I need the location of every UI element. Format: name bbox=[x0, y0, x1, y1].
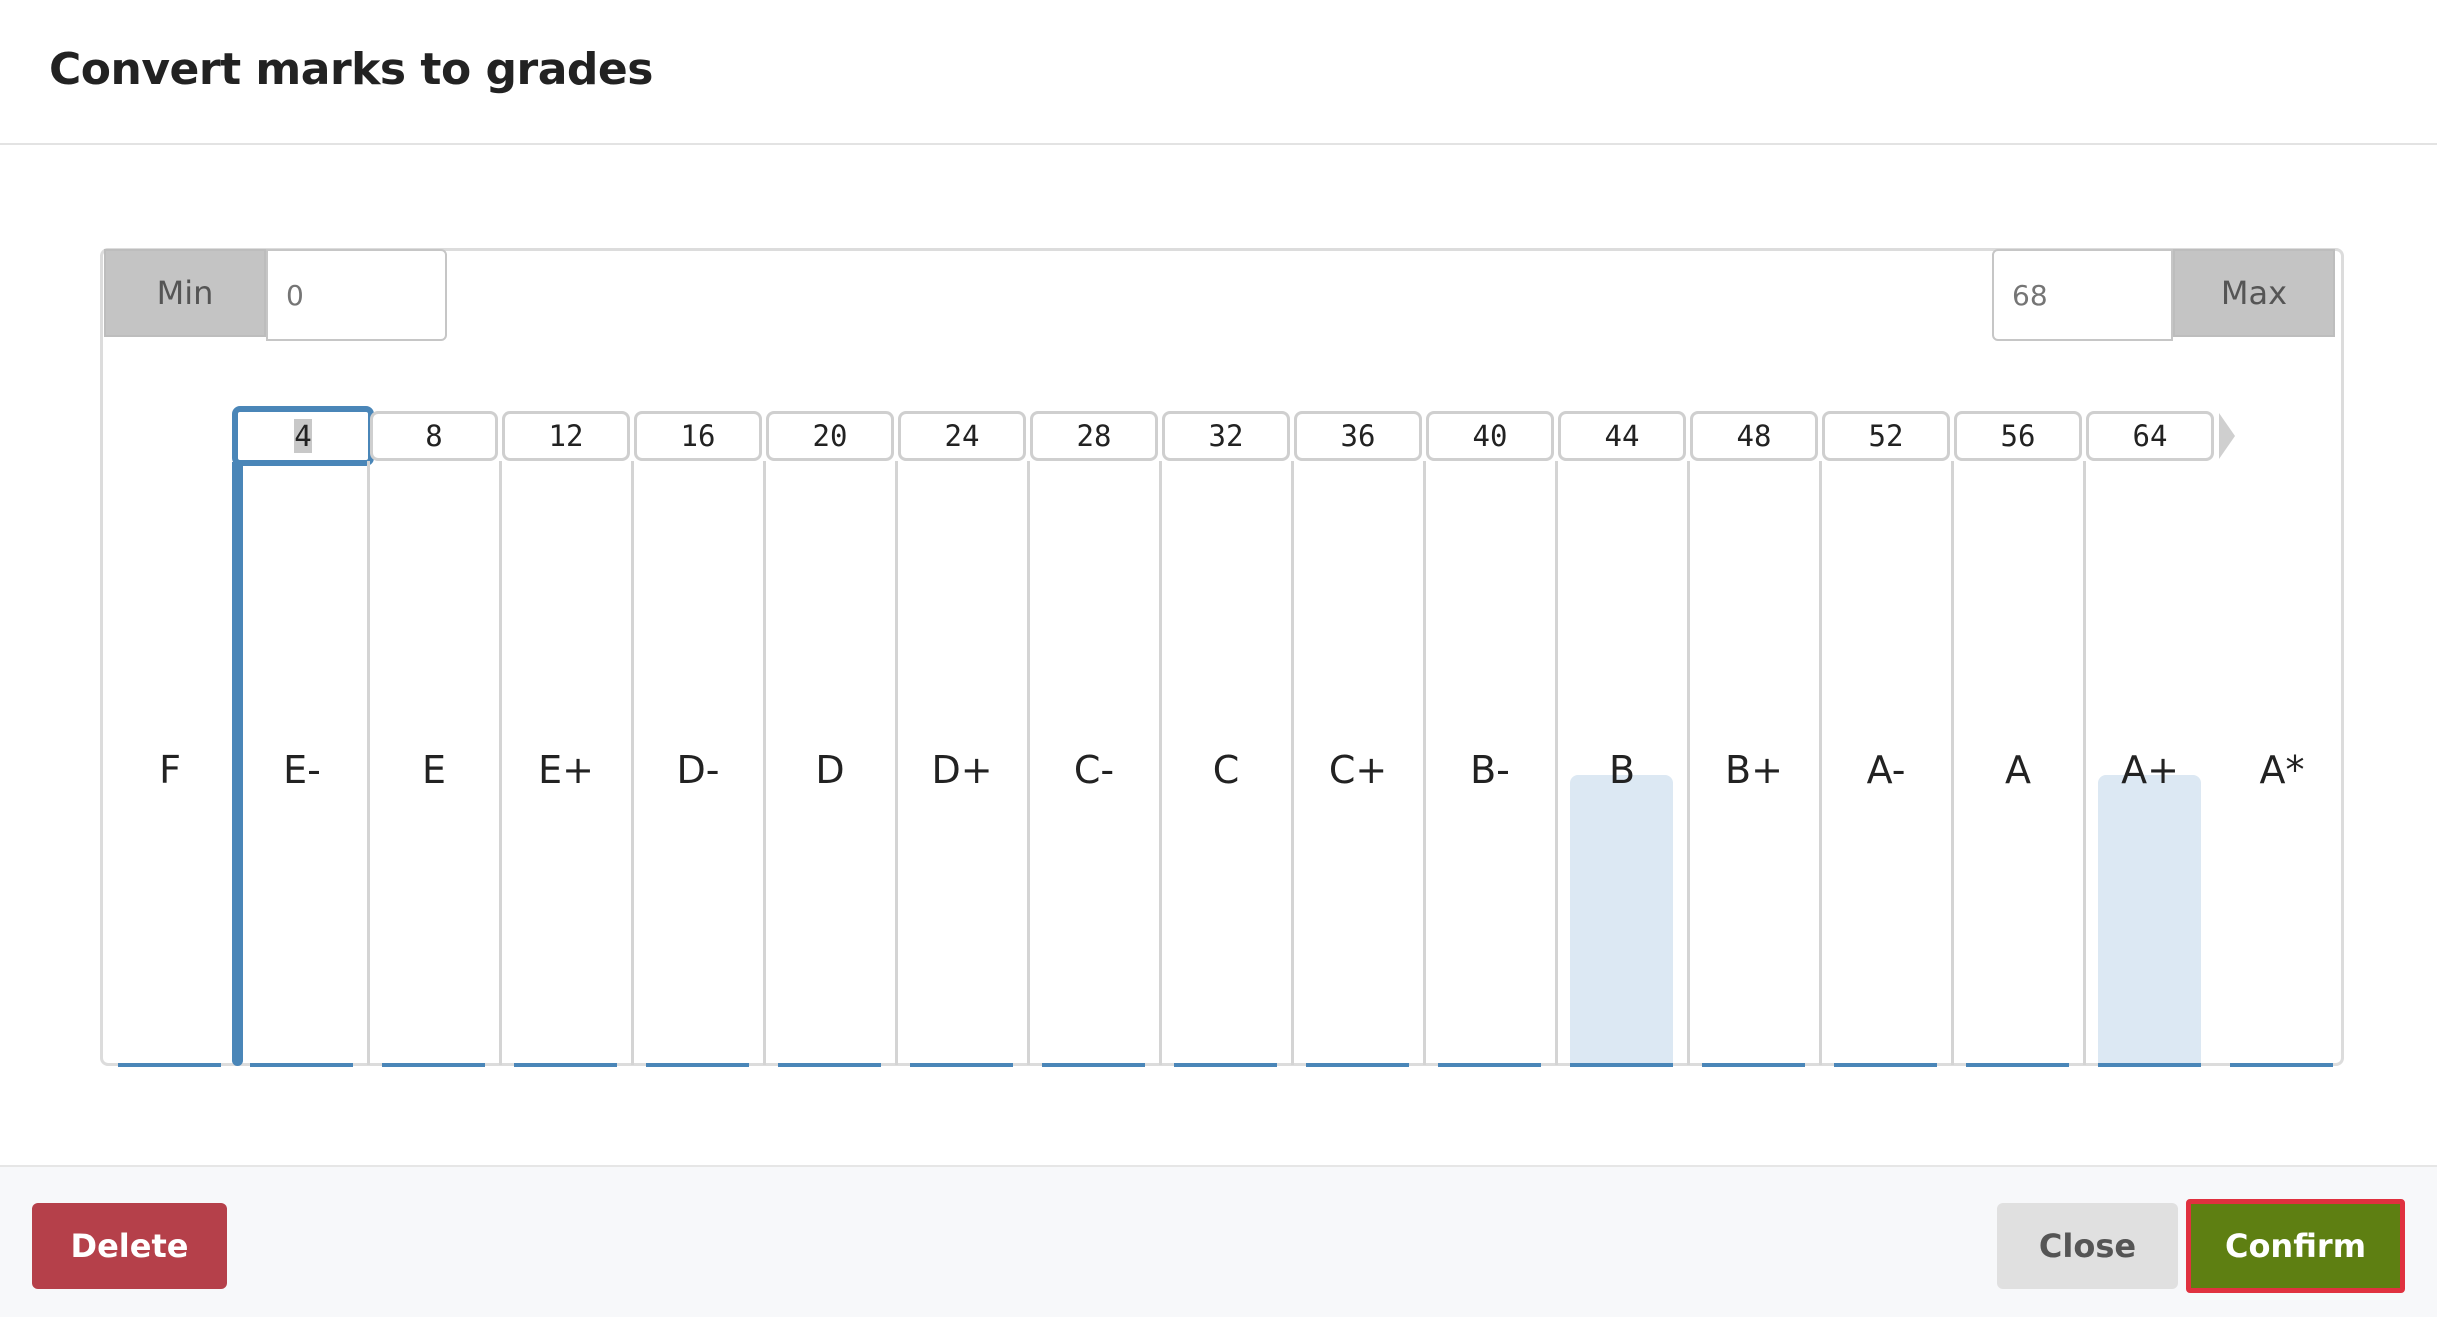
boundary-mark-input[interactable]: 52 bbox=[1822, 411, 1950, 461]
grade-band-underline bbox=[1834, 1063, 1937, 1067]
max-range: Max bbox=[1992, 249, 2335, 341]
grade-label: C- bbox=[1073, 748, 1115, 792]
grade-band-underline bbox=[2098, 1063, 2201, 1067]
grade-label: D- bbox=[676, 748, 720, 792]
grade-label: C bbox=[1212, 748, 1240, 792]
boundary-mark-input[interactable]: 44 bbox=[1558, 411, 1686, 461]
boundary-handle[interactable] bbox=[1687, 461, 1690, 1065]
boundary-mark-input[interactable]: 48 bbox=[1690, 411, 1818, 461]
boundary-mark-value: 4 bbox=[294, 419, 312, 453]
boundary-mark-input[interactable]: 40 bbox=[1426, 411, 1554, 461]
boundary-mark-value: 64 bbox=[2132, 419, 2168, 453]
boundary-handle[interactable] bbox=[1423, 461, 1426, 1065]
grade-label: E- bbox=[283, 748, 321, 792]
grade-band-highlight bbox=[2098, 775, 2201, 1065]
boundary-mark-input[interactable]: 32 bbox=[1162, 411, 1290, 461]
grade-label: A- bbox=[1866, 748, 1906, 792]
grade-band-underline bbox=[1966, 1063, 2069, 1067]
min-label: Min bbox=[104, 249, 266, 337]
boundary-handle[interactable] bbox=[1159, 461, 1162, 1065]
boundary-mark-value: 36 bbox=[1340, 419, 1376, 453]
boundary-handle[interactable] bbox=[1951, 461, 1954, 1065]
boundary-handle[interactable] bbox=[1819, 461, 1822, 1065]
grade-label: A+ bbox=[2121, 748, 2179, 792]
boundary-handle[interactable] bbox=[1291, 461, 1294, 1065]
boundary-mark-input[interactable]: 12 bbox=[502, 411, 630, 461]
boundary-mark-value: 40 bbox=[1472, 419, 1508, 453]
boundary-mark-value: 12 bbox=[548, 419, 584, 453]
boundary-mark-input[interactable]: 20 bbox=[766, 411, 894, 461]
boundary-mark-value: 24 bbox=[944, 419, 980, 453]
boundary-handle[interactable] bbox=[763, 461, 766, 1065]
dialog-header: Convert marks to grades bbox=[0, 0, 2437, 145]
grade-band-underline bbox=[1702, 1063, 1805, 1067]
boundary-handle[interactable] bbox=[2083, 461, 2086, 1065]
grade-band-underline bbox=[910, 1063, 1013, 1067]
grade-band-underline bbox=[118, 1063, 221, 1067]
boundary-handle[interactable] bbox=[1027, 461, 1030, 1065]
boundary-mark-value: 52 bbox=[1868, 419, 1904, 453]
boundary-mark-input[interactable]: 56 bbox=[1954, 411, 2082, 461]
grade-label: B- bbox=[1470, 748, 1510, 792]
boundary-mark-input[interactable]: 8 bbox=[370, 411, 498, 461]
grade-label: B bbox=[1608, 748, 1636, 792]
delete-button[interactable]: Delete bbox=[32, 1203, 227, 1289]
min-range: Min bbox=[104, 249, 447, 341]
grade-label: E+ bbox=[538, 748, 594, 792]
grade-label: A bbox=[2005, 748, 2031, 792]
boundary-mark-value: 56 bbox=[2000, 419, 2036, 453]
boundary-handle[interactable] bbox=[895, 461, 898, 1065]
grade-band-underline bbox=[1174, 1063, 1277, 1067]
grade-label: C+ bbox=[1328, 748, 1388, 792]
grade-label: D+ bbox=[931, 748, 993, 792]
boundary-handle[interactable] bbox=[232, 462, 243, 1066]
grade-band-underline bbox=[514, 1063, 617, 1067]
grade-label: E bbox=[421, 748, 446, 792]
boundary-mark-input[interactable]: 64 bbox=[2086, 411, 2214, 461]
boundary-mark-input[interactable]: 24 bbox=[898, 411, 1026, 461]
min-input[interactable] bbox=[266, 249, 447, 341]
grade-band-underline bbox=[1570, 1063, 1673, 1067]
grade-band-underline bbox=[250, 1063, 353, 1067]
grade-band-underline bbox=[382, 1063, 485, 1067]
grade-band-underline bbox=[646, 1063, 749, 1067]
close-button[interactable]: Close bbox=[1997, 1203, 2178, 1289]
grade-label: F bbox=[159, 748, 181, 792]
grade-band-underline bbox=[1438, 1063, 1541, 1067]
boundary-mark-value: 16 bbox=[680, 419, 716, 453]
boundary-mark-value: 44 bbox=[1604, 419, 1640, 453]
max-input[interactable] bbox=[1992, 249, 2173, 341]
boundary-handle[interactable] bbox=[631, 461, 634, 1065]
grade-band-highlight bbox=[1570, 775, 1673, 1065]
boundary-mark-value: 48 bbox=[1736, 419, 1772, 453]
boundary-mark-input[interactable]: 28 bbox=[1030, 411, 1158, 461]
grade-label: B+ bbox=[1725, 748, 1783, 792]
boundary-handle[interactable] bbox=[1555, 461, 1558, 1065]
grade-band-underline bbox=[1042, 1063, 1145, 1067]
grade-boundary-editor bbox=[100, 248, 2344, 1066]
dialog-title: Convert marks to grades bbox=[49, 44, 653, 95]
grade-band-underline bbox=[778, 1063, 881, 1067]
boundary-mark-value: 28 bbox=[1076, 419, 1112, 453]
grade-label: A* bbox=[2259, 748, 2305, 792]
boundary-mark-input[interactable]: 4 bbox=[232, 406, 374, 466]
boundary-mark-value: 8 bbox=[425, 419, 443, 453]
boundary-handle[interactable] bbox=[499, 461, 502, 1065]
grade-band-underline bbox=[2230, 1063, 2333, 1067]
boundary-mark-input[interactable]: 16 bbox=[634, 411, 762, 461]
boundary-mark-input[interactable]: 36 bbox=[1294, 411, 1422, 461]
confirm-button[interactable]: Confirm bbox=[2186, 1199, 2405, 1293]
boundary-mark-value: 32 bbox=[1208, 419, 1244, 453]
boundary-handle[interactable] bbox=[367, 461, 370, 1065]
grade-band-underline bbox=[1306, 1063, 1409, 1067]
scale-end-arrow-icon bbox=[2219, 413, 2235, 459]
boundary-mark-value: 20 bbox=[812, 419, 848, 453]
max-label: Max bbox=[2173, 249, 2335, 337]
grade-label: D bbox=[815, 748, 845, 792]
